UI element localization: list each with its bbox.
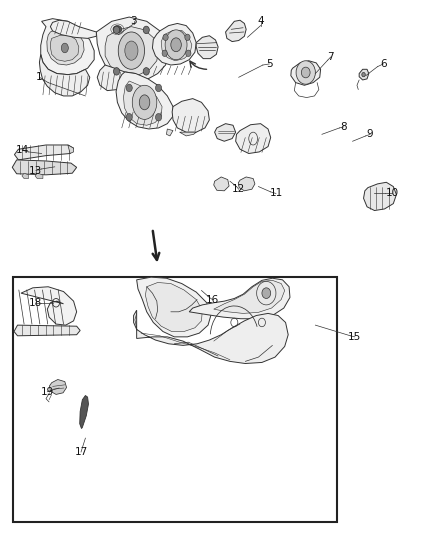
Text: 10: 10 xyxy=(385,188,399,198)
Polygon shape xyxy=(35,173,43,179)
Polygon shape xyxy=(50,20,96,38)
Polygon shape xyxy=(96,17,169,81)
Polygon shape xyxy=(214,280,285,313)
Polygon shape xyxy=(14,145,74,160)
Text: 17: 17 xyxy=(74,447,88,457)
Ellipse shape xyxy=(126,84,132,92)
Ellipse shape xyxy=(113,26,120,34)
Text: 13: 13 xyxy=(29,166,42,175)
Polygon shape xyxy=(68,145,74,154)
Polygon shape xyxy=(41,19,94,75)
Ellipse shape xyxy=(185,34,190,41)
Text: 8: 8 xyxy=(340,122,347,132)
Ellipse shape xyxy=(301,67,310,78)
Polygon shape xyxy=(50,35,79,61)
Polygon shape xyxy=(291,61,321,85)
Ellipse shape xyxy=(143,26,149,34)
Ellipse shape xyxy=(165,30,187,60)
Ellipse shape xyxy=(186,50,191,56)
Polygon shape xyxy=(22,173,28,179)
Polygon shape xyxy=(116,72,173,129)
Ellipse shape xyxy=(155,84,162,92)
Polygon shape xyxy=(21,287,77,325)
Text: 19: 19 xyxy=(41,387,54,397)
Ellipse shape xyxy=(171,38,181,52)
Text: 15: 15 xyxy=(348,332,361,342)
Polygon shape xyxy=(80,395,88,429)
Ellipse shape xyxy=(262,288,271,298)
Polygon shape xyxy=(137,277,211,337)
Polygon shape xyxy=(161,30,192,61)
Polygon shape xyxy=(145,282,202,332)
Polygon shape xyxy=(124,81,162,125)
Text: 16: 16 xyxy=(206,295,219,304)
Polygon shape xyxy=(196,36,218,59)
Polygon shape xyxy=(49,379,67,394)
Text: 7: 7 xyxy=(327,52,334,62)
Polygon shape xyxy=(12,160,77,175)
Ellipse shape xyxy=(132,85,157,119)
Polygon shape xyxy=(238,177,255,191)
Polygon shape xyxy=(364,182,396,211)
Text: 12: 12 xyxy=(232,184,245,194)
Text: 5: 5 xyxy=(266,59,273,69)
Ellipse shape xyxy=(139,95,150,110)
Polygon shape xyxy=(180,132,196,136)
Text: 18: 18 xyxy=(29,298,42,308)
Ellipse shape xyxy=(163,34,168,41)
Ellipse shape xyxy=(61,43,68,53)
Ellipse shape xyxy=(155,114,162,121)
Polygon shape xyxy=(236,124,271,154)
Ellipse shape xyxy=(162,50,167,56)
Polygon shape xyxy=(105,27,159,76)
Ellipse shape xyxy=(143,68,149,75)
Ellipse shape xyxy=(126,114,132,121)
Ellipse shape xyxy=(113,68,120,75)
Polygon shape xyxy=(189,278,290,319)
Text: 9: 9 xyxy=(367,130,374,139)
Ellipse shape xyxy=(118,32,145,69)
Text: 11: 11 xyxy=(269,189,283,198)
Polygon shape xyxy=(39,54,90,96)
Polygon shape xyxy=(134,310,288,364)
Polygon shape xyxy=(14,325,80,336)
Polygon shape xyxy=(215,124,236,141)
Ellipse shape xyxy=(113,26,122,33)
Polygon shape xyxy=(359,69,369,80)
Polygon shape xyxy=(226,20,246,42)
Text: 1: 1 xyxy=(36,72,43,82)
Polygon shape xyxy=(47,28,84,65)
Polygon shape xyxy=(214,177,229,191)
Ellipse shape xyxy=(362,72,365,77)
Text: 4: 4 xyxy=(257,17,264,26)
Bar xyxy=(13,277,337,522)
Polygon shape xyxy=(172,99,209,132)
Text: 3: 3 xyxy=(130,17,137,26)
Text: 6: 6 xyxy=(380,59,387,69)
Polygon shape xyxy=(152,23,196,65)
Text: 14: 14 xyxy=(16,146,29,155)
Ellipse shape xyxy=(296,61,315,84)
Ellipse shape xyxy=(125,41,138,60)
Polygon shape xyxy=(166,129,173,136)
Polygon shape xyxy=(97,65,136,91)
